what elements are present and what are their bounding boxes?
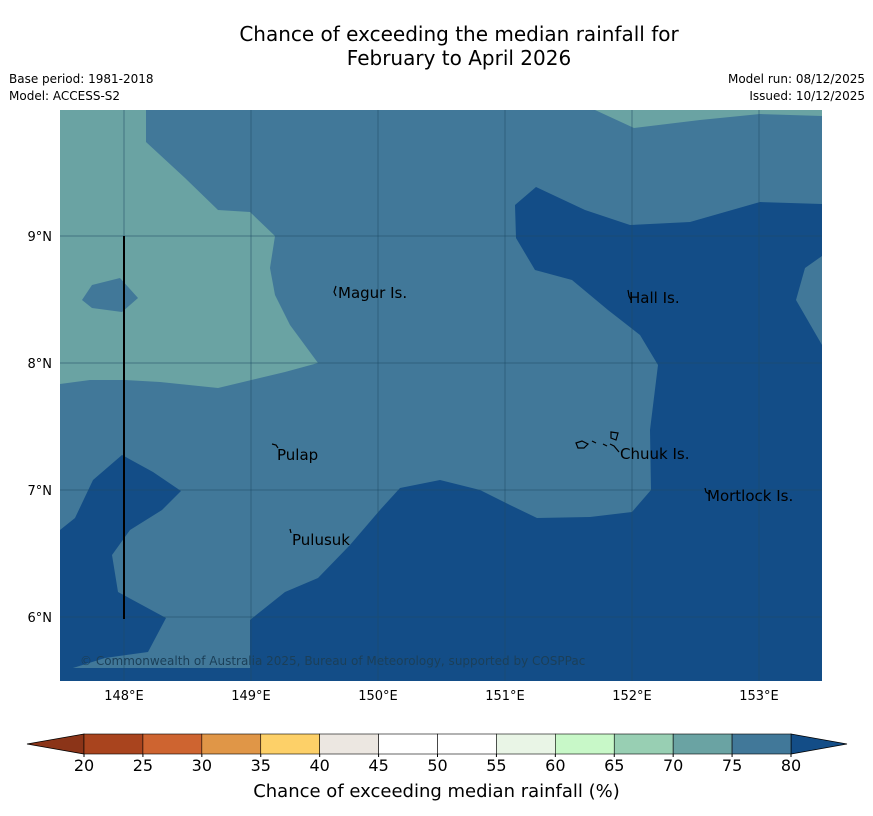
place-labels: Magur Is. Hall Is. Pulap Chuuk Is. Mortl… xyxy=(277,284,793,549)
band-70-75-north xyxy=(595,110,822,128)
colorbar-segment xyxy=(555,733,615,755)
island-magur xyxy=(333,285,337,297)
colorbar-tick-label: 65 xyxy=(604,756,624,775)
lat-tick-6: 6°N xyxy=(28,611,53,626)
lon-tick-152: 152°E xyxy=(612,689,652,704)
label-chuuk: Chuuk Is. xyxy=(620,445,689,463)
island-pulap xyxy=(271,443,279,449)
lon-tick-148: 148°E xyxy=(104,689,144,704)
colorbar-tick-label: 40 xyxy=(309,756,329,775)
colorbar-tick-label: 30 xyxy=(192,756,212,775)
copyright-text: © Commonwealth of Australia 2025, Bureau… xyxy=(80,654,585,668)
title-line-1: Chance of exceeding the median rainfall … xyxy=(239,22,679,46)
map-panel: Magur Is. Hall Is. Pulap Chuuk Is. Mortl… xyxy=(60,110,822,681)
model-run-text: Model run: 08/12/2025 xyxy=(727,72,865,86)
islands xyxy=(271,285,710,534)
colorbar-segment xyxy=(83,733,144,755)
colorbar-label: Chance of exceeding median rainfall (%) xyxy=(253,781,620,802)
title-line-2: February to April 2026 xyxy=(346,46,572,70)
colorbar-segment xyxy=(142,733,203,755)
colorbar-over-arrow xyxy=(790,733,848,755)
lon-tick-153: 153°E xyxy=(739,689,779,704)
colorbar-tick-label: 80 xyxy=(781,756,801,775)
island-mortlock xyxy=(704,487,710,495)
colorbar-segment xyxy=(496,733,556,755)
colorbar-tick-label: 50 xyxy=(427,756,447,775)
meta-left: Base period: 1981-2018 Model: ACCESS-S2 xyxy=(9,71,154,105)
colorbar-segment xyxy=(378,733,438,755)
base-period-text: Base period: 1981-2018 xyxy=(9,72,154,86)
meta-right: Model run: 08/12/2025 Issued: 10/12/2025 xyxy=(728,71,865,105)
colorbar-tick-label: 25 xyxy=(133,756,153,775)
map-title: Chance of exceeding the median rainfall … xyxy=(0,22,873,70)
colorbar-segment xyxy=(260,733,320,755)
lon-tick-labels: 148°E 149°E 150°E 151°E 152°E 153°E xyxy=(104,689,779,704)
label-hall: Hall Is. xyxy=(629,289,680,307)
lat-tick-7: 7°N xyxy=(28,484,53,499)
band-80-plus-southwest xyxy=(60,455,181,672)
lat-tick-9: 9°N xyxy=(28,230,53,245)
colorbar: 20 25 30 35 40 45 50 55 60 65 70 75 80 xyxy=(26,733,848,775)
colorbar-segment xyxy=(672,733,733,755)
lon-tick-150: 150°E xyxy=(358,689,398,704)
colorbar-segment xyxy=(613,733,674,755)
lat-tick-8: 8°N xyxy=(28,357,53,372)
colorbar-tick-label: 60 xyxy=(545,756,565,775)
colorbar-tick-label: 75 xyxy=(722,756,742,775)
colorbar-segment xyxy=(731,733,792,755)
island-chuuk xyxy=(575,431,620,453)
lon-tick-151: 151°E xyxy=(485,689,525,704)
lat-tick-labels: 9°N 8°N 7°N 6°N xyxy=(28,230,53,626)
label-pulap: Pulap xyxy=(277,446,318,464)
colorbar-under-arrow xyxy=(26,733,85,755)
colorbar-tick-label: 20 xyxy=(74,756,94,775)
colorbar-ticks: 20 25 30 35 40 45 50 55 60 65 70 75 80 xyxy=(74,754,801,775)
colorbar-tick-label: 70 xyxy=(663,756,683,775)
label-pulusuk: Pulusuk xyxy=(292,531,350,549)
model-text: Model: ACCESS-S2 xyxy=(9,89,121,103)
island-hall xyxy=(627,289,632,301)
colorbar-segments xyxy=(83,733,792,755)
label-magur: Magur Is. xyxy=(338,284,407,302)
colorbar-segment xyxy=(201,733,262,755)
band-80-plus-south xyxy=(60,668,822,681)
colorbar-segment xyxy=(437,733,497,755)
gridlines xyxy=(60,110,822,681)
lon-tick-149: 149°E xyxy=(231,689,271,704)
issued-text: Issued: 10/12/2025 xyxy=(749,89,865,103)
colorbar-tick-label: 35 xyxy=(251,756,271,775)
colorbar-tick-label: 55 xyxy=(486,756,506,775)
colorbar-segment xyxy=(319,733,379,755)
island-pulusuk xyxy=(289,528,292,534)
label-mortlock: Mortlock Is. xyxy=(707,487,793,505)
colorbar-tick-label: 45 xyxy=(368,756,388,775)
